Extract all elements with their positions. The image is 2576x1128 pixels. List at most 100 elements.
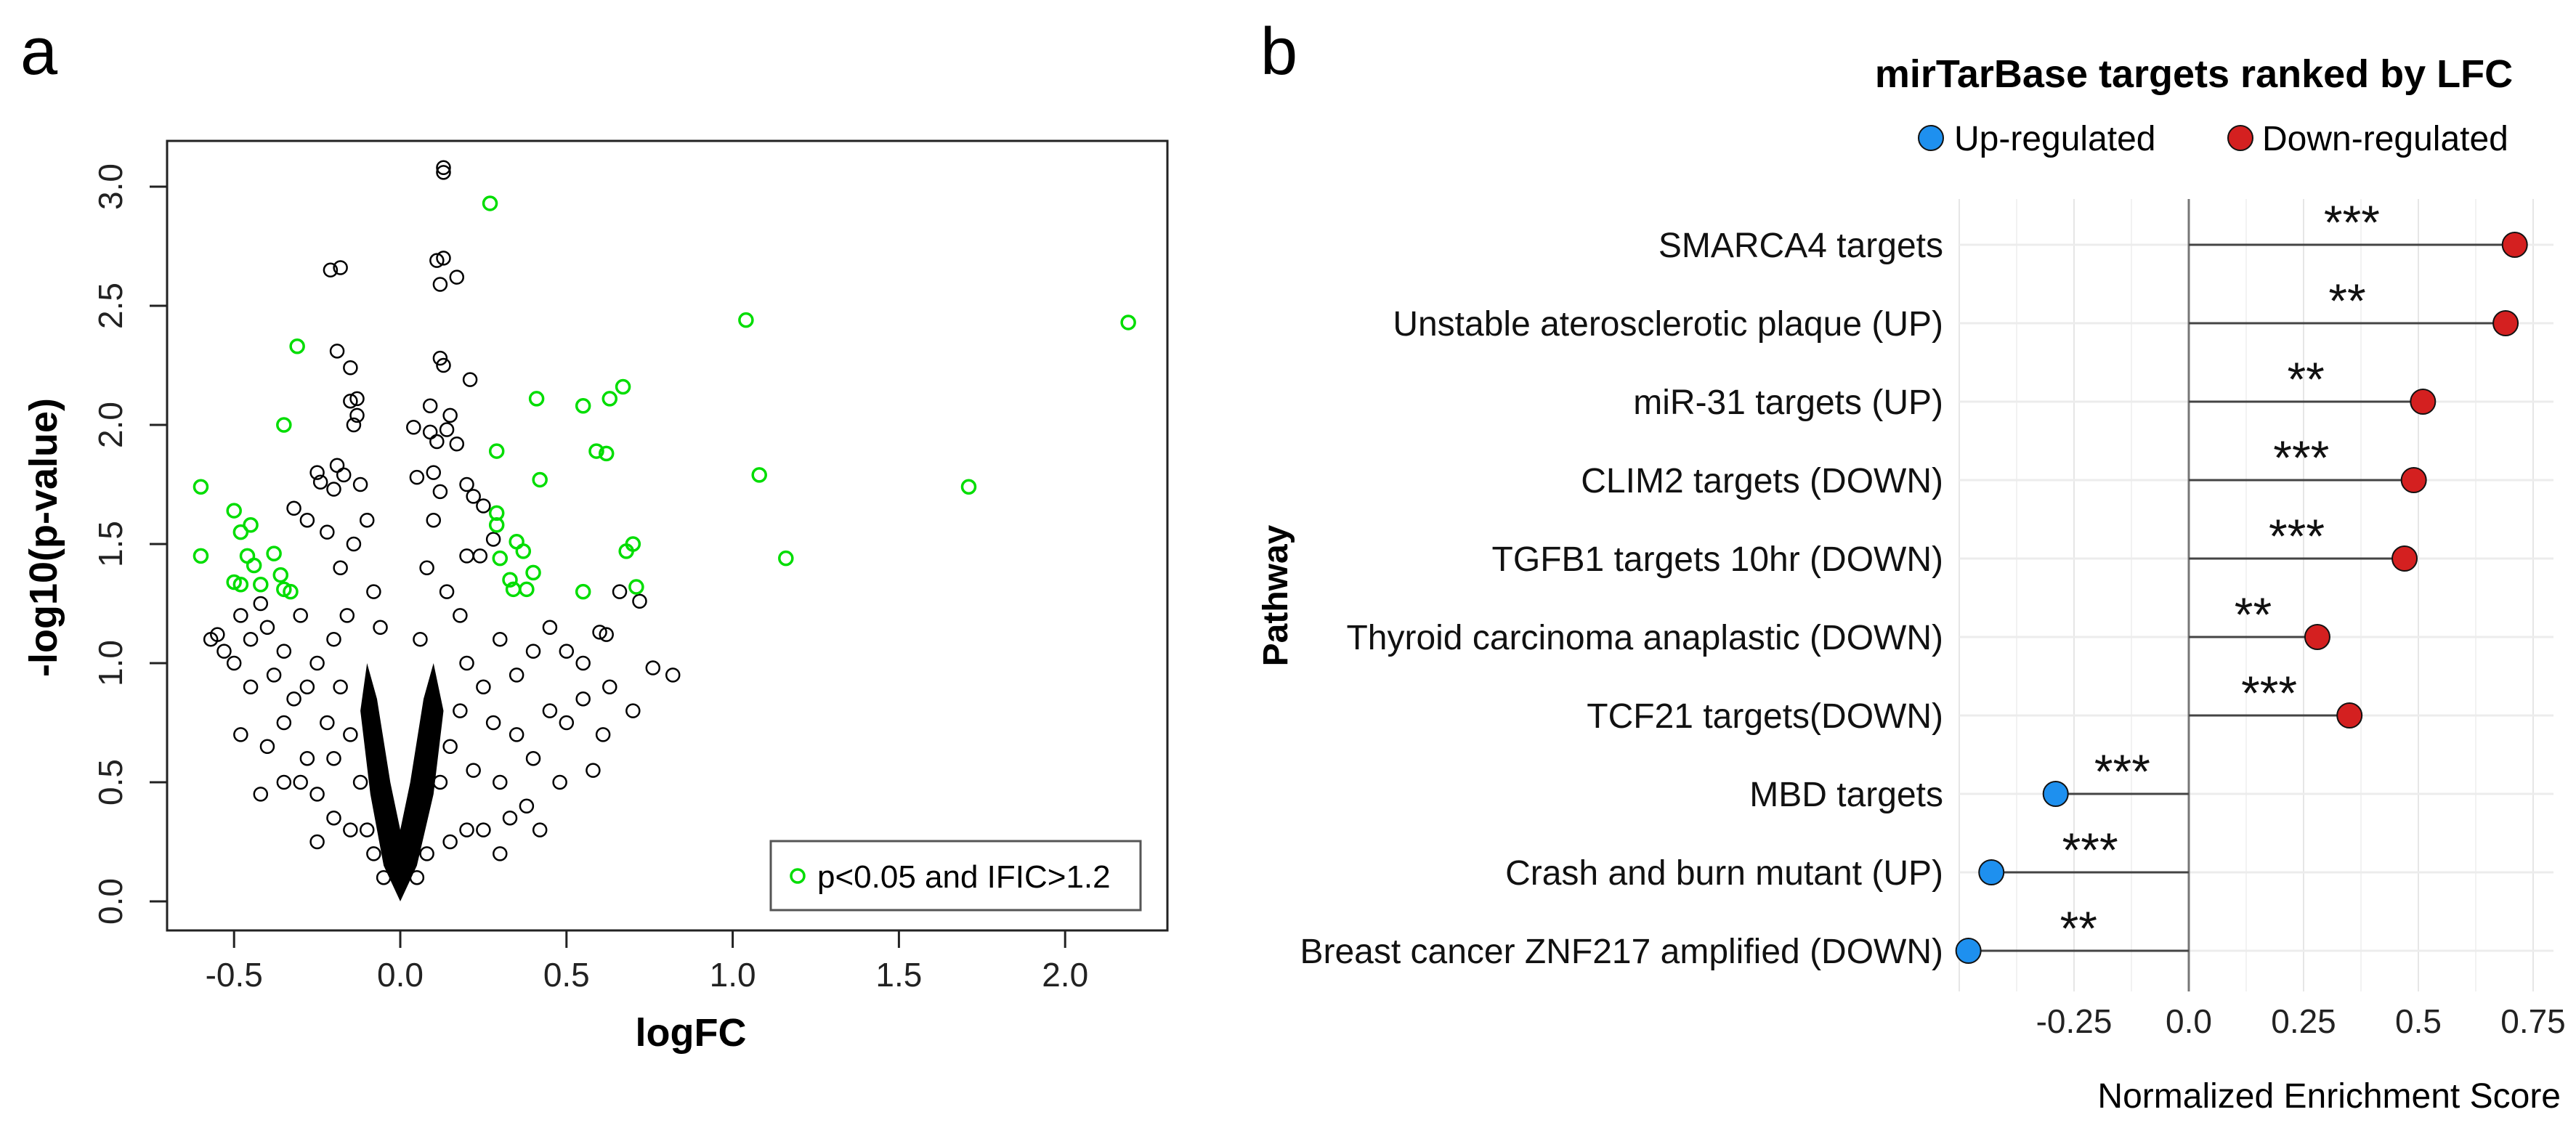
point-significant xyxy=(575,583,591,600)
point xyxy=(525,644,541,659)
point-significant xyxy=(598,445,615,462)
point xyxy=(429,434,445,450)
point xyxy=(343,727,358,742)
point xyxy=(542,703,558,718)
point xyxy=(309,834,325,850)
point xyxy=(333,679,348,695)
point xyxy=(299,512,315,528)
point xyxy=(509,727,524,742)
point xyxy=(326,631,341,647)
x-tick-label: -0.5 xyxy=(206,956,263,994)
point xyxy=(599,627,614,642)
point xyxy=(453,608,468,623)
point xyxy=(575,655,591,671)
point-significant xyxy=(502,572,518,588)
lollipop-row: MBD targets *** xyxy=(1749,744,2189,814)
point xyxy=(432,774,448,790)
y-axis-title: -log10(p-value) xyxy=(22,398,65,677)
x-tick-label: 0.5 xyxy=(543,956,590,994)
point xyxy=(525,750,541,766)
point xyxy=(376,869,392,885)
point-significant xyxy=(738,312,754,328)
point xyxy=(309,465,325,480)
scatter-points xyxy=(193,160,1136,901)
point xyxy=(329,344,345,359)
point xyxy=(459,822,474,837)
point-significant xyxy=(528,391,545,407)
point xyxy=(276,644,292,659)
point xyxy=(442,407,458,423)
y-tick-label: 1.5 xyxy=(92,521,129,567)
dot-down-regulated xyxy=(2501,232,2528,258)
point xyxy=(259,739,275,755)
point xyxy=(373,620,388,636)
category-label: miR-31 targets (UP) xyxy=(1633,384,1943,422)
point-significant xyxy=(519,581,535,598)
dot-up-regulated xyxy=(1955,938,1982,964)
point-significant xyxy=(253,577,269,593)
point xyxy=(602,679,617,695)
point-significant xyxy=(615,378,631,395)
point xyxy=(409,469,425,485)
point xyxy=(413,631,428,647)
point xyxy=(645,660,661,675)
point xyxy=(253,787,269,802)
point xyxy=(436,165,451,180)
point xyxy=(336,467,352,483)
point xyxy=(349,407,365,423)
point xyxy=(552,774,567,790)
plot-frame xyxy=(166,139,1169,932)
y-tick-label: 1.0 xyxy=(92,640,129,686)
significance-label: ** xyxy=(2287,352,2324,406)
point-significant xyxy=(532,471,548,488)
point xyxy=(243,631,259,647)
x-tick-label: 0.0 xyxy=(2166,1002,2212,1040)
lollipop-row: CLIM2 targets (DOWN) *** xyxy=(1581,431,2427,500)
point xyxy=(575,691,591,707)
x-tick-label: 0.5 xyxy=(2395,1002,2442,1040)
point-significant xyxy=(482,195,498,211)
x-axis: -0.25 0.0 0.25 0.5 0.75 xyxy=(2036,1002,2566,1040)
point xyxy=(542,620,558,636)
point xyxy=(326,750,341,766)
point-significant xyxy=(1120,315,1136,330)
point xyxy=(343,822,358,837)
point-significant xyxy=(283,583,299,600)
point xyxy=(333,560,348,576)
point xyxy=(439,422,455,437)
point xyxy=(493,846,508,861)
point xyxy=(309,655,325,671)
point-significant xyxy=(246,557,262,574)
point xyxy=(409,869,425,885)
significance-label: *** xyxy=(2094,744,2150,798)
point-significant xyxy=(628,579,644,595)
dot-down-regulated xyxy=(2391,545,2418,572)
lollipops: SMARCA4 targets *** Unstable ateroscleroti… xyxy=(1300,195,2528,971)
point xyxy=(432,484,448,500)
point xyxy=(253,596,269,612)
point xyxy=(352,476,368,492)
dot-up-regulated xyxy=(2042,781,2069,807)
significance-label: ** xyxy=(2328,274,2365,328)
point-significant xyxy=(525,564,541,581)
point xyxy=(459,655,474,671)
point xyxy=(485,532,501,547)
y-tick-label: 0.0 xyxy=(92,878,129,925)
point xyxy=(493,774,508,790)
point xyxy=(326,482,341,497)
category-label: MBD targets xyxy=(1749,776,1943,814)
legend-box xyxy=(769,840,1142,912)
panel-a-label: a xyxy=(20,15,58,89)
x-tick-label: 0.75 xyxy=(2500,1002,2566,1040)
point-significant xyxy=(232,524,249,540)
point xyxy=(329,458,345,474)
significance-label: ** xyxy=(2235,588,2272,641)
y-tick-label: 2.0 xyxy=(92,402,129,448)
point-significant xyxy=(588,443,604,459)
dot-down-regulated xyxy=(2336,702,2363,729)
point xyxy=(323,262,339,278)
point xyxy=(233,608,248,623)
point xyxy=(422,424,438,440)
point xyxy=(226,655,242,671)
category-label: TGFB1 targets 10hr (DOWN) xyxy=(1492,540,1943,579)
